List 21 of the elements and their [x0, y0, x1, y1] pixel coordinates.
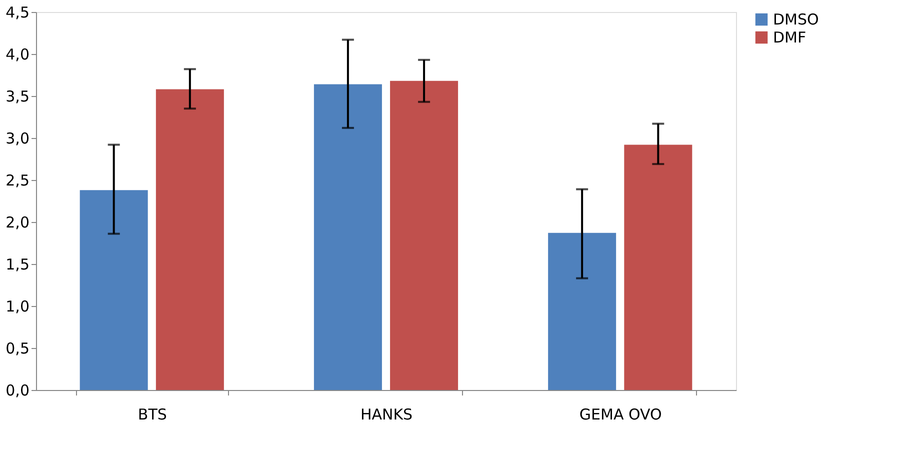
- legend-label: DMF: [773, 28, 806, 46]
- legend-label: DMSO: [773, 10, 819, 28]
- bar: [80, 190, 148, 390]
- bar: [624, 144, 692, 390]
- y-tick-label: 3,0: [6, 130, 30, 148]
- y-tick-label: 0,5: [6, 340, 30, 358]
- y-tick-label: 1,0: [6, 298, 30, 316]
- bar: [548, 232, 616, 390]
- y-tick-label: 4,5: [6, 4, 30, 22]
- y-tick-label: 2,5: [6, 172, 30, 190]
- x-tick-label: BTS: [138, 406, 167, 424]
- x-tick-label: HANKS: [360, 406, 413, 424]
- y-tick-label: 1,5: [6, 256, 30, 274]
- bar: [314, 84, 382, 390]
- x-tick-label: GEMA OVO: [579, 406, 662, 424]
- bar: [156, 89, 224, 390]
- bar: [390, 80, 458, 390]
- y-tick-label: 4,0: [6, 46, 30, 64]
- y-tick-label: 3,5: [6, 88, 30, 106]
- y-tick-label: 2,0: [6, 214, 30, 232]
- y-tick-label: 0,0: [6, 382, 30, 400]
